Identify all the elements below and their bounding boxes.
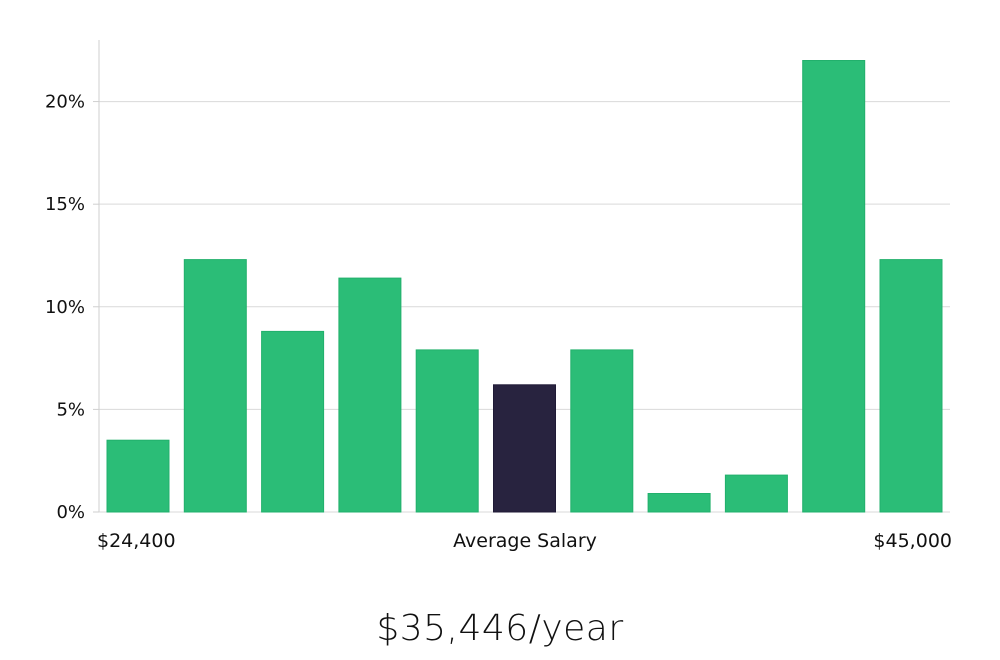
bars (106, 60, 943, 513)
y-tick-label: 15% (45, 194, 85, 215)
x-max-label: $45,000 (873, 530, 952, 552)
x-min-label: $24,400 (97, 530, 176, 552)
average-salary-value: $35,446/year (376, 608, 624, 649)
bar (724, 474, 788, 513)
y-tick-label: 10% (45, 297, 85, 318)
bar (802, 60, 866, 513)
x-axis-title: Average Salary (453, 530, 597, 552)
y-tick-label: 0% (56, 502, 85, 523)
bar (879, 259, 943, 513)
y-tick-labels: 0% 5% 10% 15% 20% (45, 92, 99, 523)
salary-histogram: 0% 5% 10% 15% 20% $24,400 Average Salary $45… (45, 40, 952, 552)
bar (570, 349, 634, 513)
bar (183, 259, 247, 513)
y-tick-label: 5% (56, 399, 85, 420)
bar (647, 493, 711, 513)
bar (106, 439, 170, 513)
bar (338, 277, 402, 513)
bar-average-salary (493, 384, 556, 513)
bar (261, 330, 325, 513)
y-tick-label: 20% (45, 92, 85, 113)
bar (415, 349, 479, 513)
